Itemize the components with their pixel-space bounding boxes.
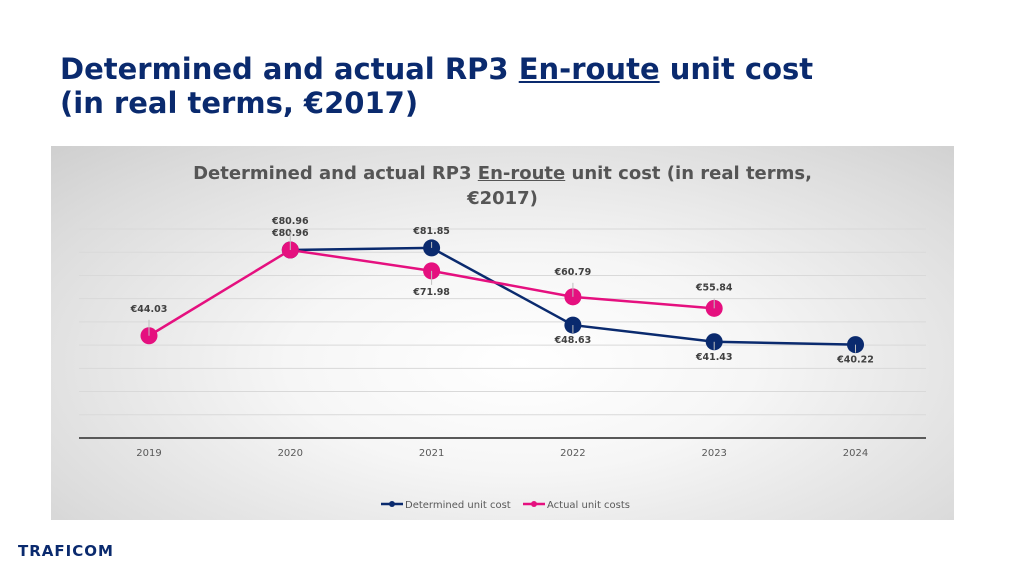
title-underlined-text: En-route <box>518 52 660 86</box>
x-tick-label: 2023 <box>701 448 726 459</box>
page-title: Determined and actual RP3 En-route unit … <box>60 52 960 120</box>
legend-label: Determined unit cost <box>405 500 511 511</box>
line-chart: 2019 2020 2021 2022 2023 2024 €80.96 €81.85 €48.… <box>79 216 926 511</box>
data-label: €60.79 <box>554 267 592 278</box>
title-line2: (in real terms, €2017) <box>60 86 419 120</box>
chart-title-line2: €2017) <box>467 188 538 209</box>
data-label: €40.22 <box>836 355 874 366</box>
legend-label: Actual unit costs <box>547 500 630 511</box>
data-label: €44.03 <box>130 304 168 315</box>
x-tick-label: 2021 <box>419 448 444 459</box>
x-tick-label: 2019 <box>136 448 161 459</box>
legend-swatch-marker <box>531 501 537 507</box>
chart-title-underlined: En-route <box>477 163 566 184</box>
chart-title: Determined and actual RP3 En-route unit … <box>51 161 954 211</box>
title-text: Determined and actual RP3 <box>60 52 519 86</box>
data-label: €81.85 <box>412 226 450 237</box>
data-point <box>140 327 158 345</box>
chart-title-text-end: unit cost (in real terms, <box>565 163 812 184</box>
x-tick-label: 2024 <box>843 448 868 459</box>
data-label: €80.96 <box>271 216 309 227</box>
data-point <box>423 262 441 280</box>
data-point <box>423 239 441 257</box>
data-label: €48.63 <box>554 335 592 346</box>
traficom-logo: TRAFICOM <box>18 542 114 560</box>
chart-title-text: Determined and actual RP3 <box>193 163 478 184</box>
chart-panel: Determined and actual RP3 En-route unit … <box>51 146 954 520</box>
x-tick-label: 2020 <box>278 448 303 459</box>
legend-swatch-marker <box>389 501 395 507</box>
data-label: €55.84 <box>695 282 733 293</box>
title-text-end: unit cost <box>659 52 814 86</box>
data-label: €71.98 <box>412 287 450 298</box>
data-point <box>564 316 582 334</box>
data-label: €41.43 <box>695 352 733 363</box>
x-tick-label: 2022 <box>560 448 585 459</box>
